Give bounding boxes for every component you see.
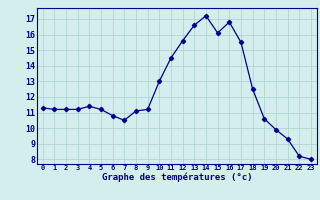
X-axis label: Graphe des températures (°c): Graphe des températures (°c) — [101, 173, 252, 182]
